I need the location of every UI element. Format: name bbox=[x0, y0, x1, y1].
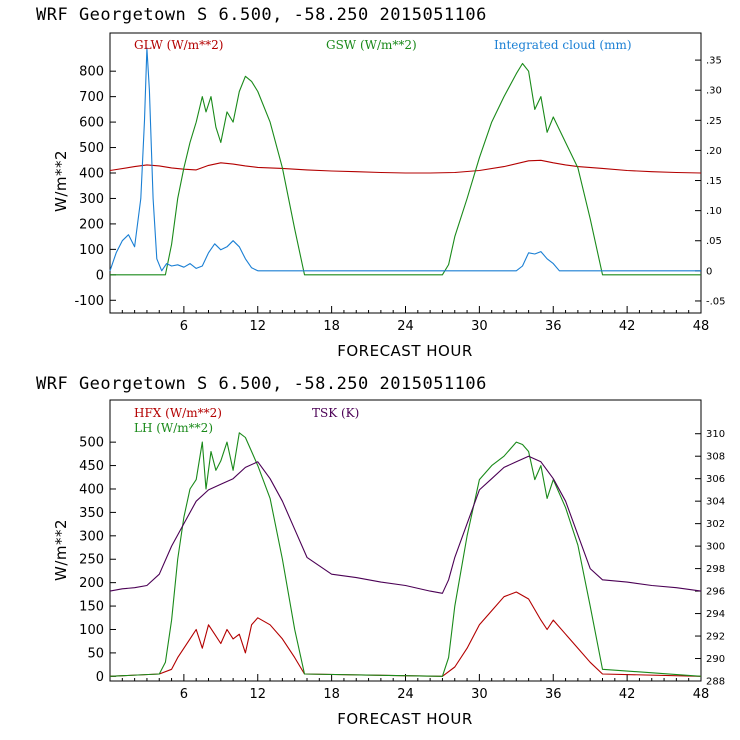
y2-tick-label: .05 bbox=[706, 236, 722, 247]
series-line-integrated bbox=[109, 47, 701, 272]
top-x-axis-label: FORECAST HOUR bbox=[337, 342, 473, 360]
series-line-lh bbox=[109, 432, 702, 677]
x-tick-label: 36 bbox=[545, 687, 562, 702]
y-tick-label: -100 bbox=[74, 294, 104, 309]
y-tick-label: 700 bbox=[79, 90, 104, 105]
top-y-axis-label: W/m**2 bbox=[52, 150, 70, 212]
y-tick-label: 150 bbox=[79, 600, 104, 615]
legend-hfx: HFX (W/m**2) bbox=[134, 406, 222, 420]
bottom-x-ticks: 6 12 18 24 30 36 42 48 bbox=[109, 674, 710, 702]
y2-tick-label: .25 bbox=[706, 116, 722, 127]
y-tick-label: 450 bbox=[79, 459, 104, 474]
x-tick-label: 42 bbox=[619, 319, 636, 334]
y-tick-label: 800 bbox=[79, 65, 104, 80]
y2-tick-label: .30 bbox=[706, 86, 722, 97]
x-tick-label: 6 bbox=[180, 319, 188, 334]
y-tick-label: 400 bbox=[79, 482, 104, 497]
y2-tick-label: 308 bbox=[706, 452, 725, 463]
x-tick-label: 12 bbox=[249, 687, 266, 702]
bottom-y-ticks: 0 50 100 150 200 250 300 350 400 450 500 bbox=[79, 436, 116, 685]
y-tick-label: 0 bbox=[96, 268, 104, 283]
y2-tick-label: 310 bbox=[706, 429, 725, 440]
y2-tick-label: 298 bbox=[706, 564, 725, 575]
top-y2-ticks: -.05 0 .05 .10 .15 .20 .25 .30 .35 bbox=[695, 56, 726, 307]
y2-tick-label: 296 bbox=[706, 587, 725, 598]
y2-tick-label: 302 bbox=[706, 519, 725, 530]
legend-gsw: GSW (W/m**2) bbox=[326, 38, 417, 52]
y2-tick-label: 0 bbox=[706, 266, 712, 277]
x-tick-label: 12 bbox=[249, 319, 266, 334]
y-tick-label: 500 bbox=[79, 436, 104, 451]
y-tick-label: 350 bbox=[79, 506, 104, 521]
x-tick-label: 24 bbox=[397, 319, 414, 334]
y2-tick-label: 288 bbox=[706, 677, 725, 688]
bottom-chart-title: WRF Georgetown S 6.500, -58.250 20150511… bbox=[36, 374, 487, 394]
x-tick-label: 48 bbox=[693, 319, 710, 334]
x-tick-label: 42 bbox=[619, 687, 636, 702]
y-tick-label: 400 bbox=[79, 167, 104, 182]
y-tick-label: 200 bbox=[79, 576, 104, 591]
legend-integrated-cloud: Integrated cloud (mm) bbox=[494, 38, 632, 52]
y-tick-label: 0 bbox=[96, 670, 104, 685]
top-y-ticks: -100 0 100 200 300 400 500 600 700 800 bbox=[74, 65, 116, 309]
y-tick-label: 50 bbox=[87, 646, 104, 661]
x-tick-label: 18 bbox=[323, 319, 340, 334]
y2-tick-label: 290 bbox=[706, 654, 725, 665]
y-tick-label: 300 bbox=[79, 192, 104, 207]
x-tick-label: 18 bbox=[323, 687, 340, 702]
series-line-hfx bbox=[109, 591, 702, 677]
y2-tick-label: 292 bbox=[706, 632, 725, 643]
top-series-lines bbox=[109, 47, 702, 276]
y2-tick-label: -.05 bbox=[706, 296, 726, 307]
top-x-ticks: 6 12 18 24 30 36 42 48 bbox=[109, 306, 710, 334]
bottom-plot-frame bbox=[109, 399, 702, 682]
x-tick-label: 30 bbox=[471, 319, 488, 334]
y-tick-label: 200 bbox=[79, 217, 104, 232]
bottom-series-lines bbox=[109, 432, 702, 677]
y2-tick-label: .10 bbox=[706, 206, 722, 217]
x-tick-label: 36 bbox=[545, 319, 562, 334]
legend-tsk: TSK (K) bbox=[312, 406, 359, 420]
y-tick-label: 100 bbox=[79, 623, 104, 638]
y2-tick-label: 300 bbox=[706, 542, 725, 553]
y2-tick-label: .20 bbox=[706, 146, 722, 157]
legend-lh: LH (W/m**2) bbox=[134, 421, 213, 435]
y-tick-label: 500 bbox=[79, 141, 104, 156]
x-tick-label: 30 bbox=[471, 687, 488, 702]
y2-tick-label: .15 bbox=[706, 176, 722, 187]
x-tick-label: 48 bbox=[693, 687, 710, 702]
bottom-panel-fluxes-skin-temp: WRF Georgetown S 6.500, -58.250 20150511… bbox=[36, 374, 725, 728]
series-line-tsk bbox=[109, 455, 702, 594]
series-line-gsw bbox=[110, 62, 701, 276]
y-tick-label: 250 bbox=[79, 553, 104, 568]
bottom-y-axis-label: W/m**2 bbox=[52, 519, 70, 581]
y2-tick-label: 304 bbox=[706, 497, 725, 508]
top-panel-radiation-cloud: WRF Georgetown S 6.500, -58.250 20150511… bbox=[36, 5, 726, 360]
bottom-y2-ticks: 288 290 292 294 296 298 300 302 304 306 308 310 bbox=[695, 429, 725, 688]
y2-tick-label: 294 bbox=[706, 609, 725, 620]
y-tick-label: 100 bbox=[79, 243, 104, 258]
y-tick-label: 300 bbox=[79, 529, 104, 544]
bottom-x-axis-label: FORECAST HOUR bbox=[337, 710, 473, 728]
y-tick-label: 600 bbox=[79, 116, 104, 131]
x-tick-label: 24 bbox=[397, 687, 414, 702]
x-tick-label: 6 bbox=[180, 687, 188, 702]
top-chart-title: WRF Georgetown S 6.500, -58.250 20150511… bbox=[36, 5, 487, 25]
y2-tick-label: 306 bbox=[706, 474, 725, 485]
y2-tick-label: .35 bbox=[706, 56, 722, 67]
series-line-glw bbox=[109, 159, 702, 174]
legend-glw: GLW (W/m**2) bbox=[134, 38, 223, 52]
